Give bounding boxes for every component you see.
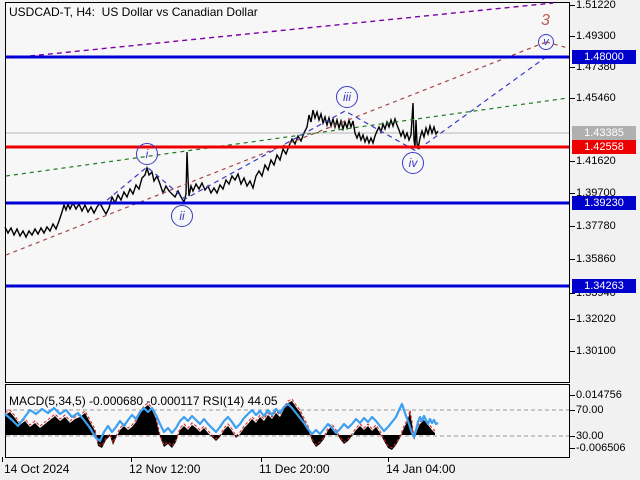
wave-label-iv: iv <box>402 152 424 174</box>
price-axis-label: 1.41620 <box>576 155 616 167</box>
wave-label-v: v <box>538 34 554 50</box>
time-axis-label: 14 Jan 04:00 <box>386 462 456 476</box>
wave-label-3: 3 <box>541 12 550 29</box>
price-plot-panel[interactable] <box>5 2 570 383</box>
wave-label-iii: iii <box>336 86 358 108</box>
time-axis-label: 14 Oct 2024 <box>4 462 70 476</box>
price-axis-label: 1.37780 <box>576 220 616 232</box>
price-axis-label: 1.51220 <box>576 0 616 11</box>
price-axis-label: 1.45460 <box>576 92 616 104</box>
price-axis-label: 1.49300 <box>576 30 616 42</box>
price-axis-box-1.34263: 1.34263 <box>572 279 636 293</box>
price-axis-box-1.42558: 1.42558 <box>572 140 636 154</box>
indicator-values-label: MACD(5,34,5) -0.000680 -0.000117 RSI(14)… <box>9 394 278 408</box>
price-axis-box-1.43385: 1.43385 <box>572 126 636 140</box>
price-axis-label: 1.47380 <box>576 61 616 73</box>
price-axis-label: 30.00 <box>576 430 604 442</box>
chart-title: USDCAD-T, H4: US Dollar vs Canadian Doll… <box>9 5 258 19</box>
wave-label-i: i <box>136 143 158 165</box>
price-axis-label: -0.006506 <box>576 442 626 454</box>
price-axis-box-1.48000: 1.48000 <box>572 50 636 64</box>
price-axis-label: 1.32020 <box>576 313 616 325</box>
price-axis-label: 1.35860 <box>576 253 616 265</box>
time-axis-label: 11 Dec 20:00 <box>259 462 330 476</box>
time-axis-label: 12 Nov 12:00 <box>129 462 201 476</box>
price-axis-label: 70.00 <box>576 404 604 416</box>
price-axis-label: 0.014756 <box>576 389 622 401</box>
price-axis-box-1.39230: 1.39230 <box>572 196 636 210</box>
wave-label-ii: ii <box>171 205 193 227</box>
price-axis-label: 1.30100 <box>576 345 616 357</box>
